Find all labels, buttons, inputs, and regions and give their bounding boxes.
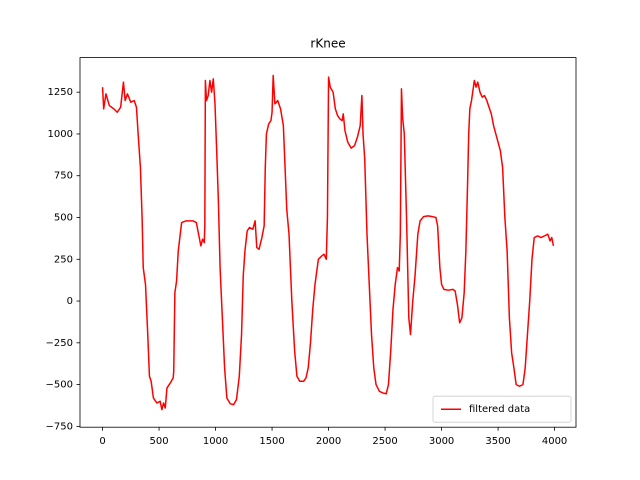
y-tick-label: −500: [46, 380, 73, 391]
x-tick-label: 500: [150, 436, 169, 447]
x-tick-label: 2000: [316, 436, 341, 447]
y-tick-label: 1000: [48, 129, 73, 140]
data-line: [101, 74, 555, 411]
y-tick-label: 1250: [48, 87, 73, 98]
x-tick-label: 2500: [372, 436, 397, 447]
chart-title: rKnee: [310, 37, 345, 51]
x-tick-label: 3000: [429, 436, 454, 447]
x-tick-label: 3500: [485, 436, 510, 447]
x-tick-label: 1500: [259, 436, 284, 447]
y-tick-label: 250: [54, 254, 73, 265]
y-tick-label: 750: [54, 171, 73, 182]
y-tick-label: 0: [67, 296, 73, 307]
legend-box: [432, 395, 572, 423]
x-tick-label: 0: [99, 436, 105, 447]
x-tick-label: 1000: [203, 436, 228, 447]
x-tick-label: 4000: [542, 436, 567, 447]
axes-frame: [79, 57, 577, 428]
legend-label: filtered data: [469, 404, 530, 415]
y-tick-label: 500: [54, 213, 73, 224]
y-tick-label: −750: [46, 421, 73, 432]
y-tick-label: −250: [46, 338, 73, 349]
